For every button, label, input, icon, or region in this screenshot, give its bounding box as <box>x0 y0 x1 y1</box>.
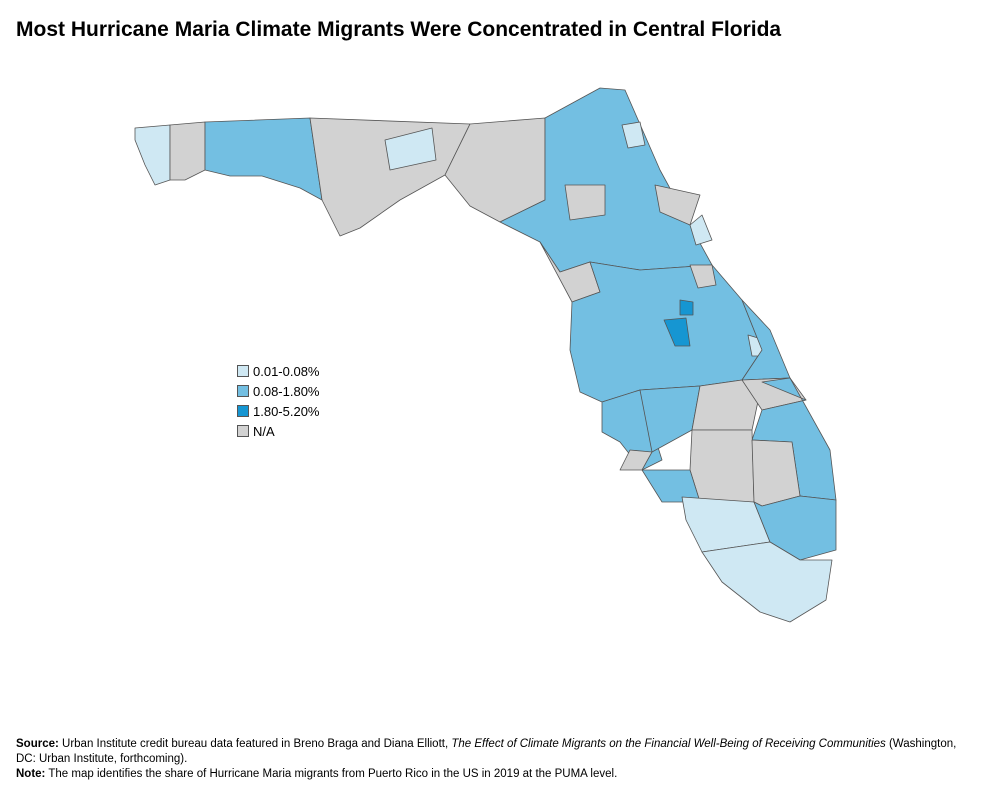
puma-region <box>309 117 471 237</box>
puma-region <box>641 469 701 503</box>
legend-item: 0.08-1.80% <box>237 381 320 401</box>
source-text: Urban Institute credit bureau data featu… <box>62 738 452 750</box>
note-label: Note: <box>16 768 46 780</box>
legend-label: 0.08-1.80% <box>253 383 320 399</box>
puma-region <box>751 439 801 507</box>
source-italic: The Effect of Climate Migrants on the Fi… <box>451 738 886 750</box>
legend-swatch <box>237 425 249 437</box>
title: Most Hurricane Maria Climate Migrants We… <box>16 18 782 41</box>
legend-item: 1.80-5.20% <box>237 401 320 421</box>
map <box>134 87 837 623</box>
puma-region <box>689 264 717 289</box>
puma-region <box>169 121 206 181</box>
footnotes: Source: Urban Institute credit bureau da… <box>16 737 976 782</box>
legend: 0.01-0.08% 0.08-1.80% 1.80-5.20% N/A <box>237 361 320 441</box>
legend-label: 0.01-0.08% <box>253 363 320 379</box>
legend-swatch <box>237 385 249 397</box>
puma-region <box>619 449 653 471</box>
regions <box>134 87 837 623</box>
legend-item: 0.01-0.08% <box>237 361 320 381</box>
source: Source: Urban Institute credit bureau da… <box>16 737 976 767</box>
note: Note: The map identifies the share of Hu… <box>16 767 976 782</box>
legend-item: N/A <box>237 421 320 441</box>
legend-label: 1.80-5.20% <box>253 403 320 419</box>
legend-swatch <box>237 365 249 377</box>
source-after: (Washington, DC: Urban Institute, forthc… <box>16 738 957 765</box>
legend-label: N/A <box>253 423 275 439</box>
puma-region <box>384 127 437 171</box>
puma-region <box>679 299 694 316</box>
note-text: The map identifies the share of Hurrican… <box>48 768 618 780</box>
puma-region <box>701 541 833 623</box>
puma-region <box>564 184 606 221</box>
source-label: Source: <box>16 738 59 750</box>
puma-region <box>689 214 713 246</box>
puma-region <box>134 124 171 186</box>
puma-region <box>689 429 755 503</box>
puma-region <box>663 317 691 347</box>
puma-region <box>204 117 323 201</box>
puma-region <box>691 379 763 431</box>
puma-region <box>621 121 646 149</box>
legend-swatch <box>237 405 249 417</box>
